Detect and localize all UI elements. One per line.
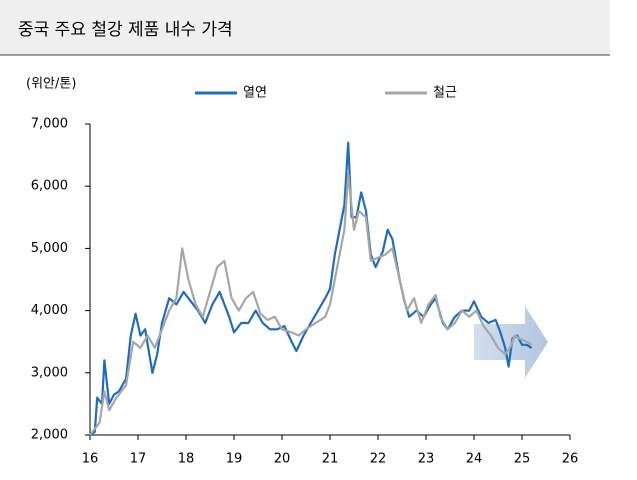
x-tick-label: 24	[466, 452, 483, 467]
x-tick-label: 23	[418, 452, 435, 467]
legend: 열연 철근	[195, 86, 457, 101]
legend-label: 열연	[243, 86, 267, 101]
y-tick-label: 7,000	[31, 117, 68, 132]
y-tick-label: 4,000	[31, 303, 68, 318]
x-tick-label: 21	[322, 452, 339, 467]
legend-label: 철근	[433, 86, 457, 101]
series-line	[89, 141, 533, 436]
x-tick-label: 17	[130, 452, 147, 467]
series-line	[89, 172, 533, 436]
x-tick-label: 26	[562, 452, 579, 467]
x-tick-label: 16	[82, 452, 99, 467]
title-bar	[0, 0, 610, 55]
x-tick-label: 22	[370, 452, 387, 467]
x-tick-label: 20	[274, 452, 291, 467]
plot-area: 2,000 3,000 4,000 5,000 6,000 7,000 16 17 18 19 20…	[31, 117, 578, 467]
x-tick-label: 25	[514, 452, 531, 467]
chart-title: 중국 주요 철강 제품 내수 가격	[18, 20, 233, 40]
y-tick-label: 6,000	[31, 179, 68, 194]
x-tick-label: 18	[178, 452, 195, 467]
y-axis-unit: (위안/톤)	[26, 77, 76, 92]
y-tick-label: 3,000	[31, 365, 68, 380]
x-tick-label: 19	[226, 452, 243, 467]
y-tick-label: 2,000	[31, 428, 68, 443]
y-tick-label: 5,000	[31, 241, 68, 256]
